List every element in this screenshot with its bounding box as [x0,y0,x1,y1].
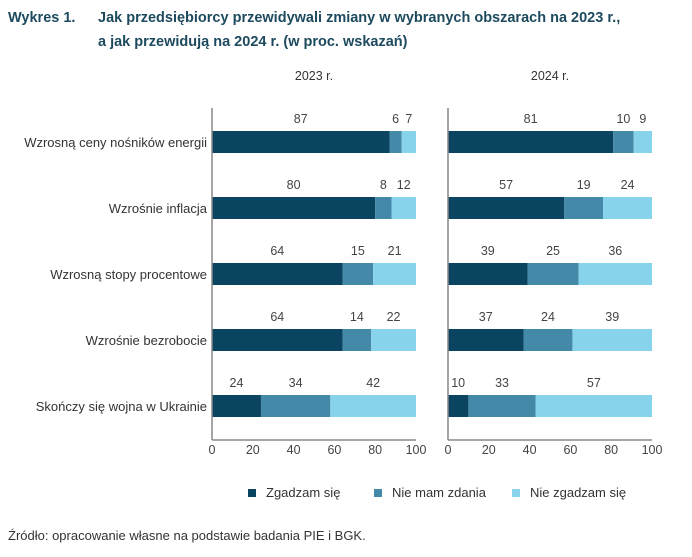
x-tick-label: 80 [368,443,382,457]
data-label: 15 [351,244,365,258]
bar-segment [572,329,652,351]
x-tick-label: 100 [406,443,427,457]
data-label: 9 [639,112,646,126]
category-label: Wzrosną ceny nośników energii [24,135,207,150]
panel-title: 2023 r. [295,69,333,83]
bar-segment [448,263,528,285]
bar-segment [212,197,376,219]
x-tick-label: 0 [445,443,452,457]
data-label: 24 [541,310,555,324]
bar-segment [212,263,343,285]
data-label: 10 [616,112,630,126]
legend-label: Nie mam zdania [392,485,487,500]
bar-segment [603,197,652,219]
source-note: Źródło: opracowanie własne na podstawie … [8,528,366,543]
data-label: 80 [287,178,301,192]
legend-label: Nie zgadzam się [530,485,626,500]
bar-segment [527,263,579,285]
bar-segment [401,131,416,153]
x-tick-label: 0 [209,443,216,457]
bar-segment [330,395,416,417]
data-label: 36 [608,244,622,258]
data-label: 33 [495,376,509,390]
bar-segment [535,395,652,417]
category-label: Wzrośnie bezrobocie [86,333,207,348]
data-label: 8 [380,178,387,192]
chart-title-line1: Jak przedsiębiorcy przewidywali zmiany w… [98,10,621,26]
x-tick-label: 40 [523,443,537,457]
bar-segment [523,329,573,351]
bar-segment [448,131,614,153]
bar-segment [212,131,390,153]
bar-segment [578,263,652,285]
legend-swatch [248,489,256,497]
data-label: 12 [397,178,411,192]
category-label: Wzrośnie inflacja [109,201,208,216]
x-tick-label: 20 [246,443,260,457]
bar-segment [448,329,524,351]
data-label: 39 [605,310,619,324]
figure-label: Wykres 1. [8,10,76,26]
data-label: 7 [405,112,412,126]
bar-segment [468,395,536,417]
data-label: 64 [270,244,284,258]
bar-segment [260,395,331,417]
data-label: 81 [524,112,538,126]
legend-label: Zgadzam się [266,485,340,500]
chart-title-line2: a jak przewidują na 2024 r. (w proc. wsk… [98,34,408,50]
data-label: 14 [350,310,364,324]
bar-segment [391,197,416,219]
bar-segment [342,329,372,351]
bar-segment [613,131,634,153]
bar-segment [212,329,343,351]
bar-segment [633,131,652,153]
data-label: 6 [392,112,399,126]
data-label: 42 [366,376,380,390]
bar-segment [375,197,392,219]
x-tick-label: 60 [327,443,341,457]
data-label: 87 [294,112,308,126]
data-label: 10 [451,376,465,390]
bar-segment [212,395,261,417]
legend-swatch [512,489,520,497]
bar-segment [371,329,416,351]
data-label: 24 [230,376,244,390]
bar-segment [448,395,469,417]
data-label: 21 [388,244,402,258]
x-tick-label: 20 [482,443,496,457]
x-tick-label: 80 [604,443,618,457]
category-label: Wzrosną stopy procentowe [50,267,207,282]
legend-swatch [374,489,382,497]
data-label: 19 [577,178,591,192]
data-label: 57 [499,178,513,192]
category-label: Skończy się wojna w Ukrainie [36,399,207,414]
chart-area: Wzrosną ceny nośników energii Wzrośnie in… [24,69,663,500]
data-label: 37 [479,310,493,324]
panel-title: 2024 r. [531,69,569,83]
data-label: 39 [481,244,495,258]
x-tick-label: 100 [642,443,663,457]
x-tick-label: 60 [563,443,577,457]
bar-segment [564,197,604,219]
data-label: 34 [289,376,303,390]
data-label: 57 [587,376,601,390]
data-label: 64 [270,310,284,324]
bar-segment [389,131,402,153]
bar-segment [448,197,565,219]
data-label: 24 [621,178,635,192]
bar-segment [342,263,374,285]
x-tick-label: 40 [287,443,301,457]
data-label: 25 [546,244,560,258]
bar-segment [373,263,416,285]
data-label: 22 [387,310,401,324]
